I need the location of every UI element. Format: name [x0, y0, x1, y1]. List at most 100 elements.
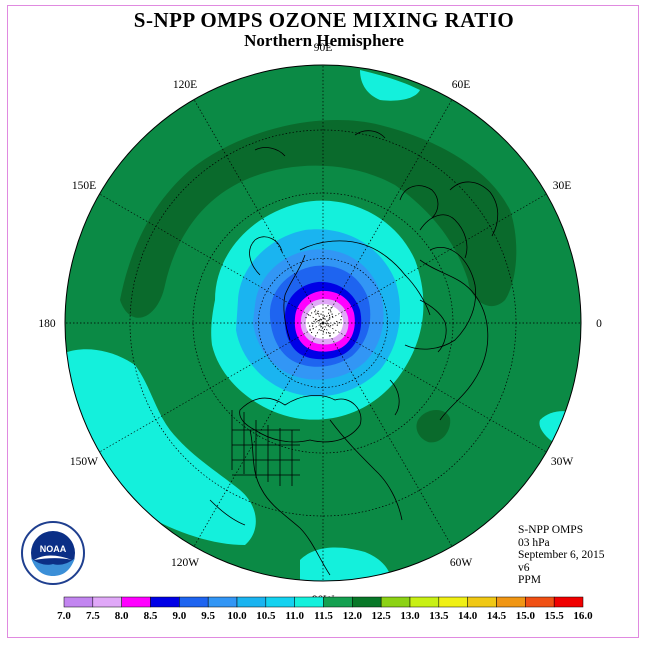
longitude-label: 90E	[314, 42, 333, 54]
stipple-dot	[310, 331, 313, 334]
meridian-line	[99, 322, 324, 453]
colorbar-swatch	[92, 596, 122, 608]
stipple-dot	[320, 324, 322, 326]
longitude-label: 60W	[450, 557, 473, 569]
info-units: PPM	[518, 574, 542, 586]
meridian-line	[322, 322, 547, 453]
graticule	[65, 65, 581, 581]
longitude-label: 30E	[553, 180, 572, 192]
colorbar-label: 9.5	[201, 610, 215, 622]
meridian-line	[193, 99, 324, 324]
colorbar-label: 14.0	[458, 610, 478, 622]
colorbar-label: 12.5	[372, 610, 392, 622]
stipple-dot	[314, 311, 316, 313]
info-block: S-NPP OMPS 03 hPa September 6, 2015 v6 P…	[518, 524, 605, 587]
ozone-vortex-core	[305, 304, 344, 339]
stipple-dot	[327, 319, 329, 321]
colorbar-label: 8.5	[144, 610, 158, 622]
page-title: S-NPP OMPS OZONE MIXING RATIO	[133, 8, 515, 32]
colorbar-swatch	[467, 596, 497, 608]
stipple-dot	[316, 321, 318, 323]
colorbar-label: 7.5	[86, 610, 100, 622]
stipple-dot	[322, 331, 325, 333]
meridian-line	[322, 99, 453, 324]
stipple-dot	[329, 325, 332, 327]
stipple-dot	[336, 320, 338, 323]
stipple-dot	[312, 325, 314, 327]
colorbar-label: 13.0	[400, 610, 420, 622]
stipple-dot	[330, 307, 332, 309]
stipple-dot	[340, 319, 342, 321]
colorbar-label: 13.5	[429, 610, 449, 622]
colorbar-label: 14.5	[487, 610, 507, 622]
stipple-dot	[305, 317, 307, 319]
stipple-dot	[329, 316, 331, 318]
longitude-label: 0	[596, 318, 602, 330]
colorbar-swatch	[236, 596, 267, 608]
colorbar-swatch	[409, 596, 440, 608]
colorbar-swatch	[207, 596, 238, 608]
stipple-dot	[320, 322, 322, 325]
stipple-dot	[327, 325, 329, 327]
longitude-label: 120E	[173, 79, 197, 91]
colorbar-swatch	[150, 596, 180, 608]
noaa-logo-text: NOAA	[40, 544, 67, 554]
colorbar-swatch	[265, 596, 295, 608]
stipple-dot	[338, 322, 341, 324]
stipple-dot	[323, 315, 326, 317]
page-subtitle: Northern Hemisphere	[244, 31, 404, 50]
stipple-dot	[340, 315, 343, 317]
stipple-dot	[328, 323, 330, 325]
longitude-label: 30W	[551, 456, 574, 468]
map-disc-border	[64, 64, 582, 582]
colorbar-swatch	[525, 596, 555, 608]
colorbar-label: 11.5	[314, 610, 333, 622]
colorbar-swatch	[553, 596, 584, 608]
stipple-dot	[307, 314, 310, 316]
ozone-dark-band	[120, 120, 517, 318]
meridian-line	[322, 322, 453, 547]
colorbar-label: 15.5	[545, 610, 565, 622]
stipple-dot	[325, 307, 327, 309]
longitude-label: 150E	[72, 180, 96, 192]
colorbar-swatch	[63, 596, 94, 608]
colorbar-label: 16.0	[573, 610, 593, 622]
stipple-dot	[323, 317, 325, 320]
stipple-dot	[317, 310, 319, 312]
vortex-core-stipple	[305, 305, 343, 337]
stipple-dot	[328, 309, 330, 311]
longitude-label: 180	[38, 318, 56, 330]
stipple-dot	[331, 313, 333, 315]
noaa-logo: NOAA	[20, 520, 86, 591]
colorbar-swatch	[496, 596, 526, 608]
stipple-dot	[314, 319, 317, 321]
meridian-line	[322, 193, 547, 324]
colorbar-swatch	[294, 596, 324, 608]
colorbar-label: 11.0	[285, 610, 304, 622]
stipple-dot	[328, 314, 331, 317]
coastlines	[209, 130, 499, 576]
stipple-dot	[313, 320, 315, 322]
noaa-seal-icon: NOAA	[21, 521, 85, 585]
stipple-dot	[308, 325, 311, 327]
stipple-dot	[320, 313, 322, 315]
colorbar-swatch	[352, 596, 382, 608]
colorbar-label: 12.0	[343, 610, 363, 622]
stipple-dot	[309, 328, 311, 330]
stipple-dot	[324, 322, 327, 324]
stipple-dot	[318, 313, 320, 315]
stipple-dot	[311, 312, 313, 314]
stipple-dot	[315, 313, 317, 315]
colorbar-swatch	[438, 596, 468, 608]
stipple-dot	[328, 335, 331, 337]
colorbar-swatch	[121, 596, 151, 608]
stipple-dot	[320, 329, 322, 331]
stipple-dot	[336, 324, 338, 326]
colorbar-label: 7.0	[57, 610, 71, 622]
stipple-dot	[317, 319, 319, 322]
colorbar: 7.0 7.5 8.0 8.5 9.0 9.5 10.0 10.5 11.0 11.5 12.0 12…	[57, 596, 593, 622]
map-disc	[65, 65, 581, 581]
meridian-line	[193, 322, 324, 547]
